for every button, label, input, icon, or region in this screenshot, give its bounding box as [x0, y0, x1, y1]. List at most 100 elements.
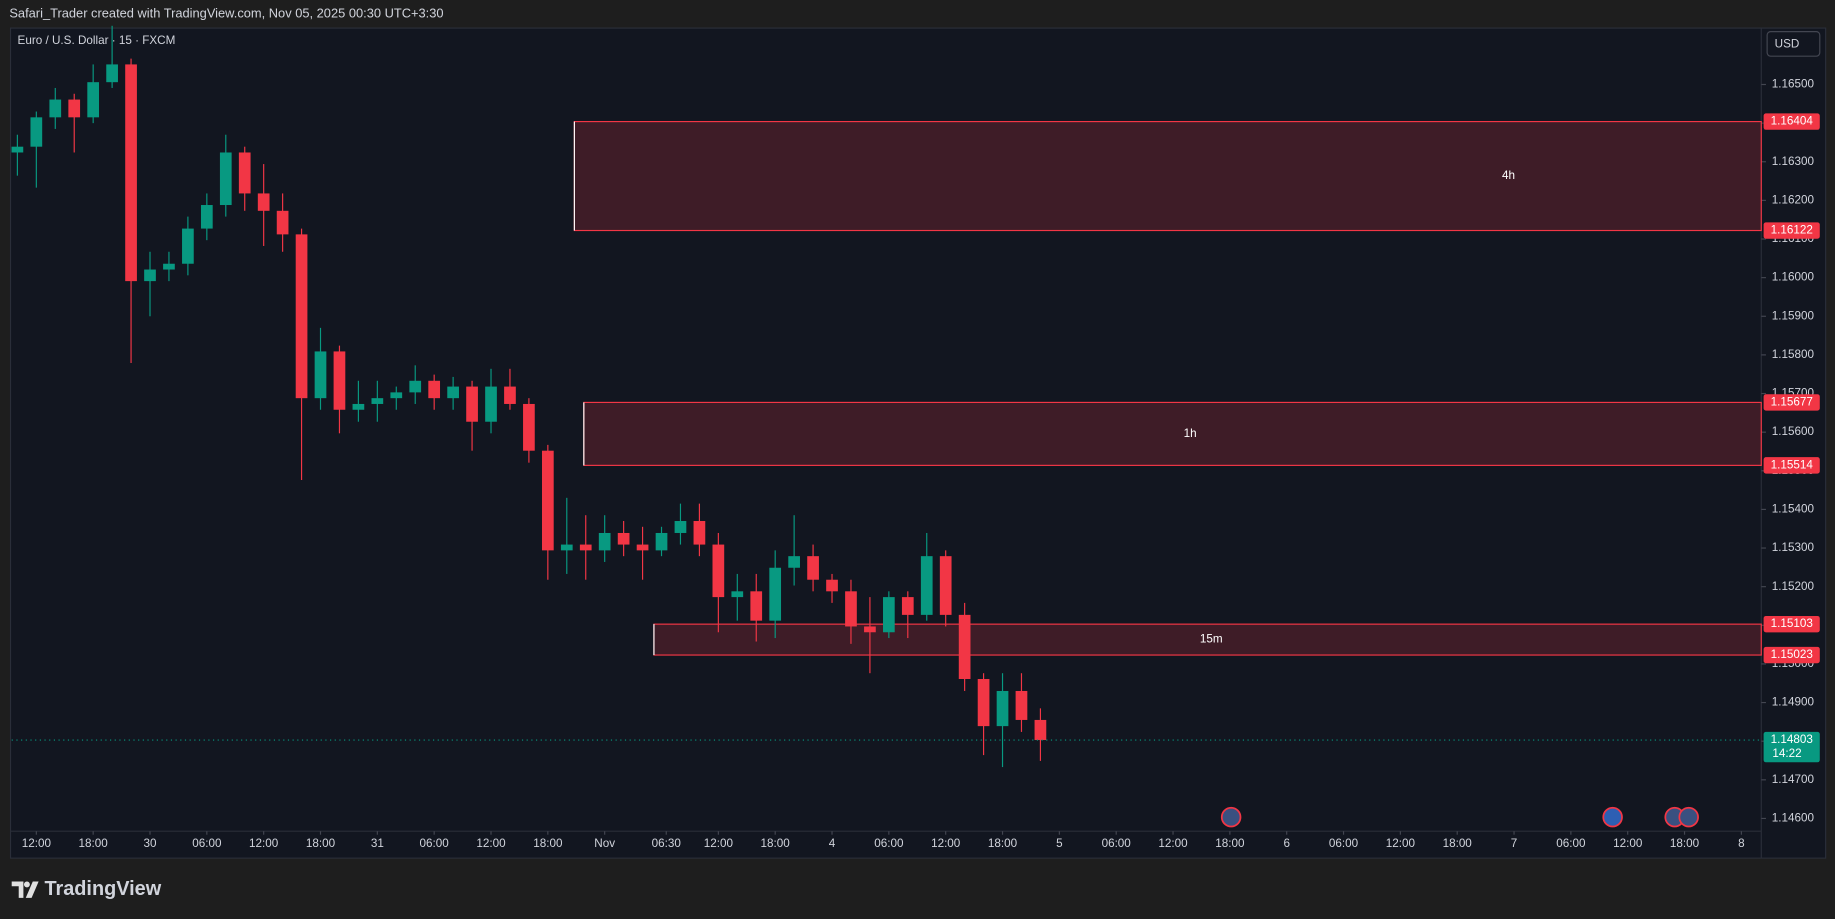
- candle-body: [617, 532, 630, 545]
- candle-body: [200, 205, 213, 229]
- last-price-tag: [1763, 731, 1820, 763]
- x-tick-label: 06:00: [192, 837, 222, 850]
- candle-body: [504, 386, 516, 404]
- candle-body: [845, 591, 857, 627]
- price-tag: [1763, 222, 1820, 239]
- x-tick-label: 06:00: [1556, 837, 1586, 850]
- currency-label: USD: [1775, 38, 1800, 51]
- candle-body: [295, 234, 308, 399]
- x-tick-label: 18:00: [761, 837, 791, 850]
- candle-body: [598, 532, 611, 551]
- candle-body: [920, 556, 933, 615]
- x-tick-label: 06:00: [1329, 837, 1359, 850]
- candle-body: [371, 398, 384, 404]
- candle-body: [49, 99, 62, 118]
- x-tick-label: 12:00: [1386, 837, 1416, 850]
- candle-body: [87, 82, 100, 118]
- zone: [573, 120, 1762, 232]
- candle-body: [125, 64, 137, 282]
- candle-body: [996, 690, 1009, 727]
- candle-body: [560, 544, 573, 551]
- candle-body: [106, 64, 118, 83]
- event-icon[interactable]: [1220, 806, 1242, 828]
- y-tick-label: 1.16300: [1772, 155, 1815, 168]
- x-tick-label: 18:00: [988, 837, 1018, 850]
- zone: [583, 401, 1762, 466]
- candle-body: [883, 597, 895, 633]
- y-tick-label: 1.16500: [1772, 78, 1815, 91]
- x-tick-label: 18:00: [1443, 837, 1473, 850]
- currency-button[interactable]: [1766, 31, 1821, 57]
- y-tick-label: 1.15200: [1772, 580, 1815, 593]
- price-tag: [1763, 457, 1820, 474]
- candle-body: [636, 544, 649, 551]
- candle-body: [788, 556, 800, 568]
- x-tick-label: 12:00: [931, 837, 961, 850]
- price-tag-label: 1.15514: [1771, 458, 1814, 471]
- x-tick-label: 7: [1511, 837, 1518, 850]
- x-tick-label: 18:00: [533, 837, 563, 850]
- y-tick-label: 1.15300: [1772, 541, 1815, 554]
- x-tick-label: 06:00: [874, 837, 904, 850]
- candle-body: [276, 210, 289, 235]
- y-tick-label: 1.15400: [1772, 503, 1815, 516]
- y-tick-label: 1.16000: [1772, 271, 1815, 284]
- y-tick-label: 1.15900: [1772, 309, 1815, 322]
- zone-label: 1h: [1184, 427, 1197, 440]
- candle-body: [409, 380, 422, 393]
- candle-body: [257, 193, 270, 211]
- x-tick-label: 12:00: [1158, 837, 1188, 850]
- candle-body: [541, 450, 554, 551]
- candle-body: [958, 614, 971, 679]
- plot: 1.165001.164001.163001.162001.161001.160…: [11, 25, 1820, 850]
- x-tick-label: 12:00: [704, 837, 734, 850]
- y-tick-label: 1.14600: [1772, 812, 1815, 825]
- candle-body: [428, 380, 441, 399]
- zone-label: 4h: [1502, 169, 1515, 182]
- candle-body: [769, 567, 782, 621]
- candle-body: [314, 351, 327, 399]
- candle-body: [523, 403, 535, 451]
- y-tick-label: 1.14900: [1772, 696, 1815, 709]
- symbol-title: Euro / U.S. Dollar · 15 · FXCM: [18, 34, 176, 47]
- candle-body: [182, 228, 194, 264]
- candle-body: [68, 99, 81, 118]
- candle-body: [655, 532, 668, 551]
- candle-body: [1015, 690, 1028, 720]
- candle-body: [826, 579, 838, 592]
- brand-logo: [11, 881, 39, 898]
- candle-body: [807, 556, 819, 580]
- brand-name: TradingView: [44, 878, 161, 900]
- candle-body: [11, 146, 24, 153]
- event-icons: [1220, 806, 1699, 828]
- candle-body: [485, 386, 497, 422]
- candle-body: [30, 117, 43, 147]
- x-tick-label: 06:00: [1102, 837, 1132, 850]
- countdown-label: 14:22: [1772, 747, 1801, 760]
- candle-body: [238, 152, 251, 194]
- candle-body: [977, 678, 990, 727]
- candle-body: [466, 386, 478, 422]
- candle-body: [219, 152, 232, 206]
- brand: TradingView: [11, 878, 162, 900]
- x-tick-label: 18:00: [1215, 837, 1245, 850]
- x-tick-label: 12:00: [476, 837, 506, 850]
- candle-body: [674, 521, 687, 533]
- x-tick-label: Nov: [594, 837, 615, 850]
- candle-body: [693, 521, 706, 545]
- x-tick-label: 31: [371, 837, 384, 850]
- y-tick-label: 1.15600: [1772, 425, 1815, 438]
- price-tag-label: 1.16404: [1771, 115, 1814, 128]
- candle-body: [939, 556, 952, 615]
- price-tag: [1763, 394, 1820, 411]
- price-tag: [1763, 646, 1820, 664]
- event-icon[interactable]: [1678, 806, 1699, 828]
- candle-body: [731, 591, 744, 598]
- y-tick-label: 1.14700: [1772, 773, 1815, 786]
- candle-body: [352, 403, 365, 410]
- event-icon[interactable]: [1602, 806, 1623, 828]
- x-tick-label: 12:00: [22, 837, 52, 850]
- candle-body: [1034, 719, 1047, 741]
- x-tick-label: 30: [143, 837, 156, 850]
